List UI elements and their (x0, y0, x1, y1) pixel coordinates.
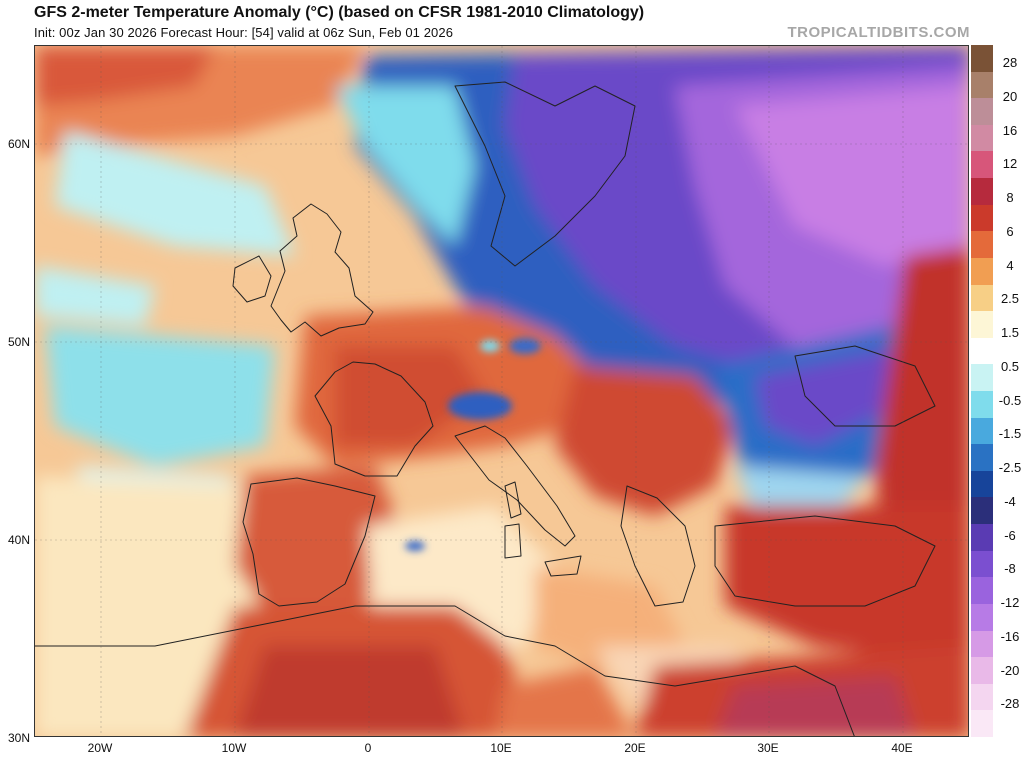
coastlines (35, 81, 936, 736)
corsica-outline (504, 481, 522, 519)
balkans-outline (620, 485, 696, 607)
colorbar-swatch (971, 391, 993, 419)
turkey-outline (714, 515, 936, 607)
map-graphic (35, 46, 968, 736)
colorbar-swatch (971, 231, 993, 259)
colorbar-swatch (971, 630, 993, 658)
colorbar-swatch (971, 524, 993, 552)
forecast-subtitle: Init: 00z Jan 30 2026 Forecast Hour: [54… (34, 25, 454, 40)
colorbar-swatch (971, 257, 993, 286)
colorbar-label: -12 (1000, 595, 1020, 611)
colorbar-swatch (971, 98, 993, 126)
colorbar-swatch (971, 444, 993, 472)
colorbar-label: -20 (1000, 662, 1020, 678)
colorbar-legend: 28 20 16 12 8 6 4 2.5 1.5 0.5 -0.5 -1.5 -2.5 -4 -6 -8 -1… (971, 45, 1024, 738)
temperature-anomaly-map (34, 45, 969, 737)
ireland-outline (232, 255, 272, 303)
colorbar-label: 8 (1006, 190, 1014, 206)
colorbar-swatch (971, 364, 993, 392)
colorbar-label: 12 (1002, 156, 1018, 172)
colorbar-swatch (971, 683, 993, 711)
lat-label-50n: 50N (7, 335, 30, 349)
colorbar-swatch (971, 550, 993, 578)
colorbar-swatch (971, 124, 993, 152)
colorbar-swatch (971, 470, 993, 498)
great-britain-outline (270, 203, 374, 337)
colorbar-label: -4 (1004, 493, 1016, 509)
colorbar-swatch (971, 657, 993, 685)
north-africa-coast (35, 605, 855, 736)
colorbar-swatch (971, 337, 993, 365)
lat-label-60n: 60N (7, 137, 30, 151)
chart-title: GFS 2-meter Temperature Anomaly (°C) (ba… (34, 4, 645, 21)
scandinavia-outline (454, 81, 636, 267)
colorbar-label: 0.5 (1000, 358, 1020, 374)
colorbar-swatch (971, 497, 993, 525)
colorbar-label: -2.5 (998, 460, 1022, 476)
colorbar-swatch (971, 311, 993, 339)
lon-label-20e: 20E (624, 741, 646, 755)
lon-label-0: 0 (364, 741, 372, 755)
lon-label-10e: 10E (490, 741, 512, 755)
lon-label-30e: 30E (757, 741, 779, 755)
colorbar-swatch (971, 71, 993, 99)
france-outline (314, 361, 434, 477)
colorbar-label: -8 (1004, 561, 1016, 577)
lat-label-30n: 30N (7, 731, 30, 745)
brand-watermark: TROPICALTIDBITS.COM (787, 24, 970, 41)
colorbar-label: 20 (1002, 88, 1018, 104)
colorbar-swatch (971, 178, 993, 206)
lon-label-40e: 40E (891, 741, 913, 755)
colorbar-label: 1.5 (1000, 325, 1020, 341)
black-sea-outline (794, 345, 936, 427)
lon-label-20w: 20W (87, 741, 113, 755)
sardinia-outline (504, 523, 522, 559)
graticule (35, 46, 968, 736)
colorbar-label: 28 (1002, 55, 1018, 70)
colorbar-label: 6 (1006, 223, 1014, 239)
colorbar-label: 16 (1002, 122, 1018, 138)
lon-label-10w: 10W (221, 741, 247, 755)
colorbar-swatch (971, 45, 993, 73)
colorbar-label: 2.5 (1000, 291, 1020, 307)
sicily-outline (544, 555, 582, 577)
colorbar-label: -6 (1004, 527, 1016, 543)
iberia-outline (242, 477, 376, 607)
colorbar-label: -0.5 (998, 392, 1022, 408)
colorbar-swatch (971, 710, 993, 738)
colorbar-swatch (971, 284, 993, 312)
colorbar-swatch (971, 151, 993, 179)
colorbar-swatch (971, 577, 993, 605)
colorbar-swatch (971, 417, 993, 445)
colorbar-label: -28 (1000, 696, 1020, 712)
colorbar-swatch (971, 204, 993, 232)
alpine-cold-pockets (405, 338, 541, 551)
colorbar-label: -16 (1000, 628, 1020, 644)
colorbar-label: 4 (1006, 257, 1014, 273)
lat-label-40n: 40N (7, 533, 30, 547)
colorbar-swatch (971, 603, 993, 632)
italy-outline (454, 425, 576, 547)
colorbar-label: -1.5 (998, 426, 1022, 442)
